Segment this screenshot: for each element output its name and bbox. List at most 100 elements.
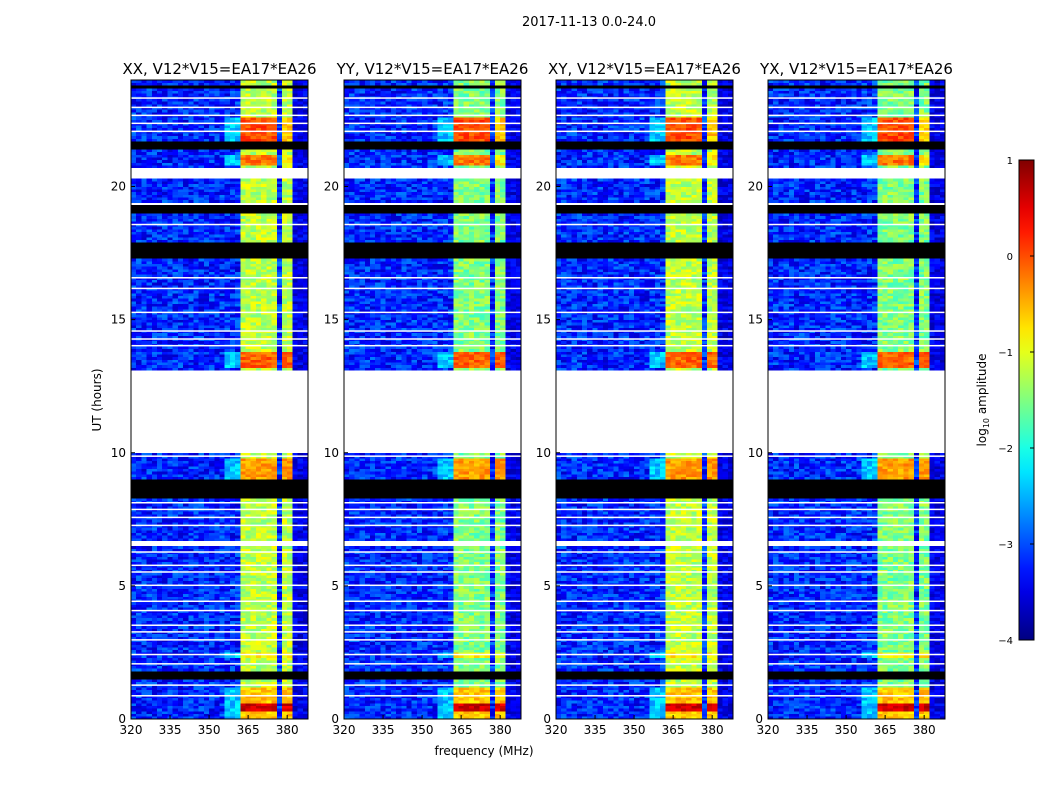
heatmap-cell (198, 511, 205, 515)
heatmap-cell (151, 644, 158, 648)
heatmap-cell (224, 261, 231, 265)
heatmap-cell (276, 474, 283, 478)
heatmap-cell (255, 213, 262, 217)
heatmap-cell (209, 532, 215, 536)
heatmap-cell (255, 617, 262, 621)
heatmap-cell (281, 713, 288, 717)
heatmap-cell (209, 340, 215, 344)
heatmap-cell (271, 607, 278, 611)
heatmap-cell (302, 577, 309, 581)
heatmap-cell (229, 527, 236, 531)
heatmap-cell (235, 612, 241, 616)
heatmap-cell (131, 548, 137, 552)
heatmap-cell (261, 346, 267, 350)
heatmap-cell (240, 269, 246, 272)
heatmap-cell (255, 644, 262, 648)
heatmap-cell (131, 221, 137, 225)
heatmap-cell (297, 215, 304, 219)
heatmap-cell (302, 295, 309, 299)
heatmap-cell (229, 537, 236, 541)
heatmap-cell (224, 221, 231, 225)
heatmap-cell (162, 705, 168, 709)
heatmap-cell (198, 367, 205, 371)
heatmap-cell (276, 620, 283, 624)
heatmap-cell (209, 585, 215, 589)
heatmap-cell (219, 711, 226, 714)
heatmap-cell (157, 463, 163, 467)
heatmap-cell (266, 711, 272, 714)
heatmap-cell (302, 548, 309, 552)
heatmap-cell (287, 282, 293, 286)
heatmap-cell (292, 351, 298, 355)
heatmap-cell (172, 466, 179, 470)
heatmap-cell (203, 580, 210, 584)
heatmap-cell (224, 346, 231, 350)
heatmap-cell (297, 293, 304, 296)
heatmap-cell (162, 537, 168, 541)
heatmap-cell (245, 556, 252, 560)
heatmap-cell (266, 364, 272, 368)
heatmap-cell (219, 585, 226, 589)
heatmap-cell (209, 575, 215, 579)
heatmap-cell (136, 285, 142, 288)
heatmap-cell (250, 506, 257, 509)
heatmap-cell (292, 348, 298, 352)
heatmap-cell (167, 340, 173, 344)
heatmap-cell (250, 604, 257, 608)
heatmap-cell (162, 189, 168, 193)
heatmap-cell (219, 316, 226, 320)
heatmap-cell (136, 239, 142, 243)
heatmap-cell (224, 527, 231, 531)
heatmap-cell (240, 519, 246, 523)
heatmap-cell (245, 633, 252, 637)
heatmap-cell (281, 559, 288, 563)
heatmap-cell (209, 293, 215, 296)
heatmap-cell (245, 322, 252, 326)
heatmap-cell (131, 319, 137, 323)
heatmap-cell (250, 463, 257, 467)
heatmap-cell (271, 354, 278, 358)
heatmap-cell (297, 521, 304, 525)
heatmap-cell (131, 647, 137, 651)
heatmap-cell (235, 367, 241, 371)
heatmap-cell (219, 679, 226, 683)
heatmap-cell (224, 271, 231, 275)
heatmap-cell (203, 620, 210, 624)
heatmap-cell (281, 660, 288, 664)
heatmap-cell (229, 521, 236, 525)
heatmap-cell (276, 617, 283, 621)
heatmap-cell (229, 519, 236, 523)
heatmap-cell (271, 692, 278, 696)
heatmap-cell (235, 213, 241, 217)
heatmap-cell (276, 199, 283, 203)
heatmap-cell (183, 628, 189, 632)
heatmap-cell (146, 601, 153, 605)
heatmap-cell (229, 274, 236, 278)
heatmap-cell (172, 593, 179, 597)
heatmap-cell (229, 575, 236, 579)
heatmap-cell (136, 535, 142, 539)
heatmap-cell (281, 708, 288, 712)
heatmap-cell (198, 231, 205, 235)
heatmap-cell (183, 604, 189, 608)
heatmap-cell (162, 271, 168, 275)
heatmap-cell (151, 591, 158, 595)
heatmap-cell (245, 641, 252, 645)
heatmap-cell (188, 354, 194, 358)
heatmap-cell (167, 660, 173, 664)
heatmap-cell (193, 615, 199, 619)
heatmap-cell (183, 641, 189, 645)
heatmap-cell (240, 237, 246, 241)
heatmap-cell (250, 189, 257, 193)
heatmap-cell (276, 649, 283, 653)
heatmap-cell (203, 572, 210, 576)
heatmap-cell (136, 191, 142, 195)
heatmap-cell (292, 601, 298, 605)
heatmap-cell (255, 263, 262, 267)
heatmap-cell (240, 513, 246, 517)
heatmap-cell (183, 300, 189, 304)
heatmap-cell (287, 615, 293, 619)
heatmap-cell (198, 239, 205, 243)
heatmap-cell (240, 713, 246, 717)
heatmap-cell (141, 591, 147, 595)
